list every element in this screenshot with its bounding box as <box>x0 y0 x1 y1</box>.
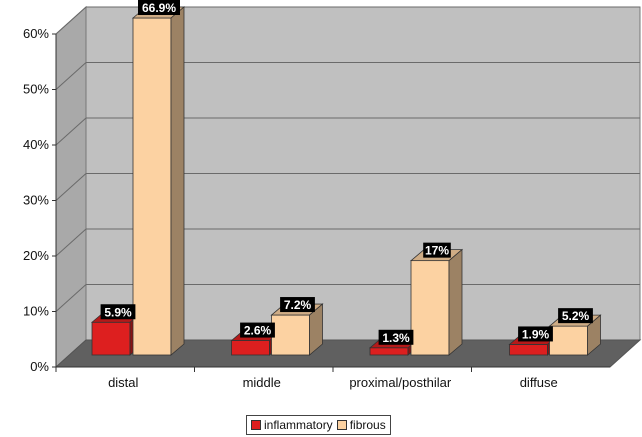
gridline-side <box>55 117 87 146</box>
bar-front <box>91 321 131 356</box>
bar-fibrous-distal <box>131 6 186 356</box>
legend-swatch-fibrous <box>336 420 347 430</box>
legend-label-inflammatory: inflammatory <box>264 418 333 432</box>
x-tick-label: middle <box>243 375 281 390</box>
bar-side <box>309 303 323 356</box>
data-label-box <box>100 304 136 320</box>
bar-front <box>549 325 588 356</box>
data-label-inflammatory-proximal-posthilar: 1.3% <box>378 329 414 345</box>
bar-front <box>231 340 270 356</box>
x-tick-label: diffuse <box>520 375 558 390</box>
data-label-text: 2.6% <box>244 324 272 338</box>
gridline-side <box>55 173 87 201</box>
y-tick-label: 30% <box>23 193 49 208</box>
bar-front <box>271 314 310 356</box>
data-label-inflammatory-diffuse: 1.9% <box>518 326 553 342</box>
data-label-fibrous-diffuse: 5.2% <box>558 308 593 324</box>
y-tick-label: 50% <box>23 82 49 97</box>
data-label-text: 1.9% <box>522 327 550 341</box>
legend-label-fibrous: fibrous <box>349 418 386 432</box>
bar-fibrous-proximal-posthilar <box>409 248 464 356</box>
y-tick-label: 60% <box>23 26 49 41</box>
y-tick-label: 0% <box>30 359 49 374</box>
bar-front <box>369 347 409 356</box>
x-axis: distal middle proximal/posthilar diffuse <box>55 366 610 390</box>
bar-front <box>132 17 172 356</box>
data-label-box <box>138 0 180 15</box>
bar-side <box>170 6 185 356</box>
data-label-box <box>240 322 275 338</box>
data-label-box <box>280 297 315 313</box>
legend-item-inflammatory: inflammatory <box>251 418 333 432</box>
y-axis: 0% 10% 20% 30% 40% 50% 60% <box>23 26 57 374</box>
data-label-box <box>423 242 451 258</box>
gridline-side <box>55 62 87 90</box>
x-tick-label: proximal/posthilar <box>349 375 452 390</box>
y-tick-label: 10% <box>23 304 49 319</box>
data-label-text: 5.2% <box>562 309 590 323</box>
data-label-inflammatory-distal: 5.9% <box>100 304 136 320</box>
bar-front <box>410 260 450 356</box>
legend-swatch-inflammatory <box>251 420 261 430</box>
gridline-side <box>55 6 87 35</box>
bar-side <box>448 248 463 356</box>
y-tick-label: 20% <box>23 248 49 263</box>
data-label-box <box>518 326 553 342</box>
bar-side <box>587 314 601 356</box>
data-label-fibrous-distal: 66.9% <box>138 0 180 15</box>
data-label-box <box>558 308 593 324</box>
data-label-text: 7.2% <box>284 298 312 312</box>
bar-front <box>509 344 548 356</box>
legend: inflammatory fibrous <box>246 415 391 435</box>
data-labels: 5.9% 66.9% 2.6% 7.2% 1.3% 17% 1.9% 5.2% <box>100 0 593 345</box>
data-label-fibrous-middle: 7.2% <box>280 297 315 313</box>
data-label-text: 66.9% <box>142 1 176 15</box>
data-label-text: 1.3% <box>382 331 410 345</box>
data-label-fibrous-proximal-posthilar: 17% <box>423 242 451 258</box>
legend-item-fibrous: fibrous <box>336 418 386 432</box>
data-label-text: 5.9% <box>104 305 132 319</box>
gridline-side <box>55 284 87 312</box>
data-label-box <box>378 329 414 345</box>
gridline-side <box>55 228 87 257</box>
y-tick-label: 40% <box>23 137 49 152</box>
data-label-text: 17% <box>425 244 449 258</box>
data-label-inflammatory-middle: 2.6% <box>240 322 275 338</box>
x-tick-label: distal <box>108 375 138 390</box>
